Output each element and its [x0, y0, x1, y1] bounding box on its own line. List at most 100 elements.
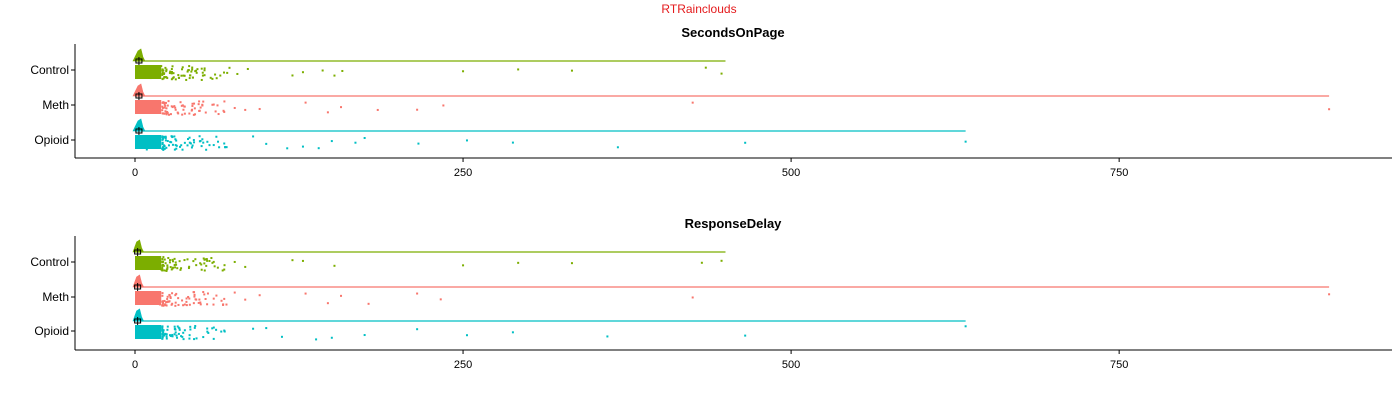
rain-point — [187, 295, 190, 298]
rain-point — [205, 264, 208, 267]
rain-point — [185, 300, 188, 303]
rain-point — [175, 144, 178, 147]
rain-point — [165, 146, 168, 149]
rain-point — [191, 108, 194, 111]
rain-point — [185, 297, 188, 300]
rain-point — [161, 138, 164, 141]
rain-point — [236, 72, 239, 75]
rain-point — [1328, 108, 1331, 111]
rain-point — [145, 301, 148, 304]
rain-point — [201, 138, 204, 141]
rain-point — [340, 106, 343, 109]
rain-point — [212, 337, 215, 340]
rain-point — [181, 66, 184, 69]
rain-point — [212, 144, 215, 147]
rain-point — [252, 135, 255, 138]
rain-point — [189, 325, 192, 328]
rain-point — [233, 291, 236, 294]
rain-point — [190, 146, 193, 149]
rain-point — [215, 328, 218, 331]
rain-point — [171, 302, 174, 305]
rain-point — [222, 109, 225, 112]
rain-point — [198, 109, 201, 112]
rain-dense-band — [135, 135, 162, 149]
rain-point — [165, 304, 168, 307]
rain-point — [203, 67, 206, 70]
rain-point — [465, 334, 468, 337]
rain-point — [161, 69, 164, 72]
rain-point — [152, 298, 155, 301]
rain-point — [188, 112, 191, 115]
rain-point — [174, 138, 177, 141]
rain-point — [174, 301, 177, 304]
rain-point — [291, 74, 294, 77]
rain-point — [181, 104, 184, 107]
rain-point — [174, 294, 177, 297]
rain-point — [212, 103, 215, 106]
rain-point — [162, 72, 165, 75]
rain-point — [167, 100, 170, 103]
rain-point — [202, 336, 205, 339]
rain-point — [162, 112, 165, 115]
x-tick-label: 750 — [1110, 359, 1128, 371]
panel-secondsonpage: SecondsOnPage 0 250 500 750 Control Meth Opioid — [30, 25, 1392, 179]
rain-point — [164, 262, 167, 265]
rain-point — [188, 337, 191, 340]
rain-point — [180, 74, 183, 77]
rain-point — [172, 266, 175, 269]
rain-point — [246, 67, 249, 70]
rain-point — [204, 111, 207, 114]
rain-point — [220, 330, 223, 333]
rain-point — [258, 294, 261, 297]
rain-point — [203, 258, 206, 261]
rain-point — [166, 112, 169, 115]
rain-point — [704, 66, 707, 69]
rain-point — [189, 328, 192, 331]
rain-point — [265, 327, 268, 330]
rain-point — [223, 329, 226, 332]
rain-point — [193, 291, 196, 294]
rain-point — [178, 260, 181, 263]
rain-point — [191, 66, 194, 69]
rain-point — [511, 141, 514, 144]
rain-point — [280, 335, 283, 338]
rain-point — [164, 66, 167, 69]
rain-point — [211, 261, 214, 264]
rain-point — [169, 140, 172, 143]
rain-point — [417, 142, 420, 145]
rain-point — [442, 104, 445, 107]
rain-point — [162, 263, 165, 266]
rain-point — [462, 264, 465, 267]
rain-point — [197, 301, 200, 304]
rain-point — [212, 303, 215, 306]
y-tick-label: Opioid — [34, 133, 69, 147]
rain-point — [244, 265, 247, 268]
rain-point — [182, 338, 185, 341]
rain-point — [233, 106, 236, 109]
x-tick-label: 250 — [454, 359, 472, 371]
rain-point — [177, 297, 180, 300]
rain-point — [161, 292, 164, 295]
rain-point — [286, 147, 289, 150]
rain-point — [161, 300, 164, 303]
rain-point — [225, 146, 228, 149]
rain-point — [197, 103, 200, 106]
rain-point — [204, 258, 207, 261]
rain-point — [161, 257, 164, 260]
rain-point — [161, 294, 164, 297]
rain-point — [244, 108, 247, 111]
rain-point — [363, 334, 366, 337]
rain-point — [165, 68, 168, 71]
rain-point — [200, 268, 203, 271]
rain-point — [223, 264, 226, 267]
rain-point — [181, 148, 184, 151]
rain-point — [301, 145, 304, 148]
rain-point — [252, 327, 255, 330]
rain-point — [199, 139, 202, 142]
rain-point — [215, 294, 218, 297]
rain-point — [182, 331, 185, 334]
rain-point — [367, 302, 370, 305]
rain-point — [162, 146, 165, 149]
rain-point — [173, 264, 176, 267]
rain-point — [164, 332, 167, 335]
